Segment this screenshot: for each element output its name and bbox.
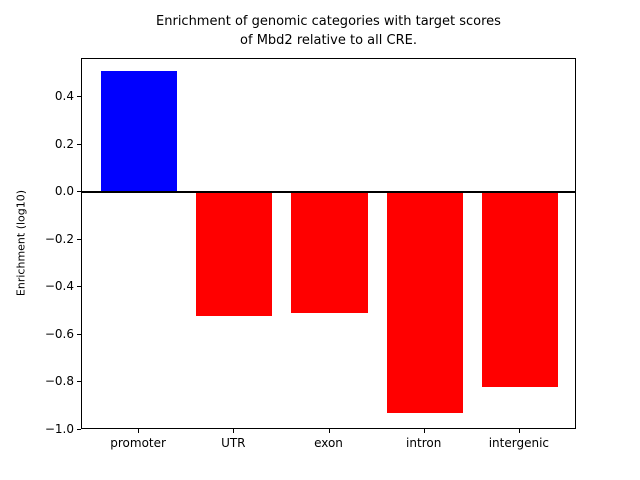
x-tick-label: intergenic (488, 436, 550, 450)
y-tick-label: 0.2 (54, 136, 74, 151)
zero-axis-line (82, 191, 575, 194)
y-tick-mark (77, 143, 81, 145)
y-tick-label: −0.2 (44, 231, 74, 246)
y-tick-label: 0.0 (54, 184, 74, 199)
bar-UTR (196, 192, 273, 316)
y-tick-label: −0.6 (44, 326, 74, 341)
x-tick-label: intron (406, 436, 442, 450)
x-tick-label: UTR (221, 436, 246, 450)
bar-intergenic (481, 192, 558, 388)
x-tick-label: promoter (110, 436, 166, 450)
chart-title: Enrichment of genomic categories with ta… (156, 14, 501, 48)
bar-intron (386, 192, 463, 414)
bar-exon (291, 192, 368, 314)
x-tick-mark (233, 429, 235, 433)
y-tick-mark (77, 381, 81, 383)
y-tick-mark (77, 429, 81, 430)
bar-promoter (101, 70, 178, 193)
x-tick-label: exon (314, 436, 343, 450)
y-tick-mark (77, 96, 81, 98)
x-tick-mark (328, 429, 330, 433)
y-tick-mark (77, 333, 81, 335)
y-tick-label: −0.8 (44, 374, 74, 389)
y-tick-mark (77, 286, 81, 288)
y-tick-label: 0.4 (54, 89, 74, 104)
x-tick-mark (138, 429, 140, 433)
y-tick-label: −1.0 (44, 422, 74, 436)
x-tick-mark (423, 429, 425, 433)
plot-area (81, 58, 576, 429)
y-tick-label: −0.4 (44, 279, 74, 294)
y-tick-mark (77, 191, 81, 193)
x-tick-mark (518, 429, 520, 433)
y-tick-mark (77, 238, 81, 240)
